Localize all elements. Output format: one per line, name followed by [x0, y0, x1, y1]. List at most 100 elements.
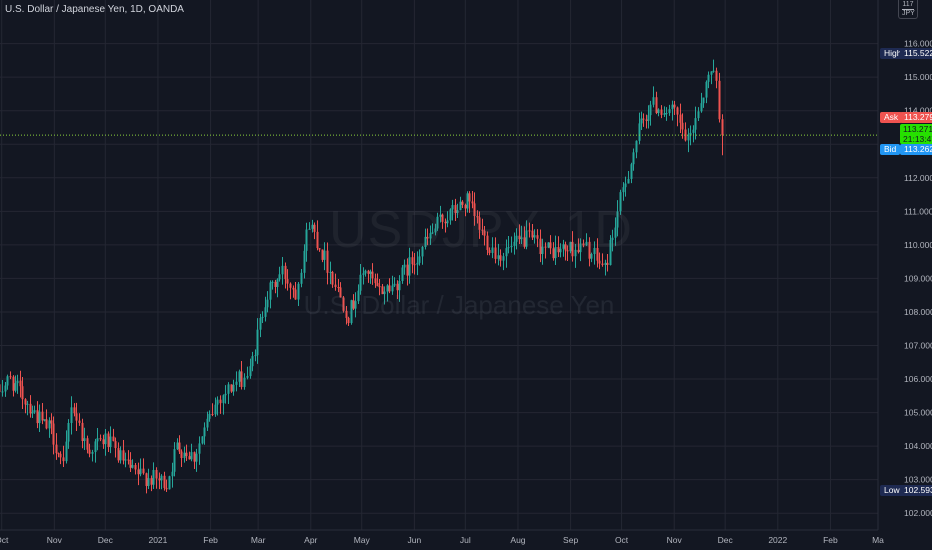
candle-body: [198, 443, 201, 454]
time-tick-label: Oct: [0, 535, 9, 545]
candle-body: [624, 183, 627, 188]
candle-body: [147, 478, 150, 486]
candle-body: [185, 452, 188, 457]
candle-body: [14, 383, 17, 391]
candle-body: [222, 395, 225, 404]
bid-label-tag: Bid: [880, 144, 901, 155]
price-tick-label: 115.000: [904, 72, 932, 82]
candle-body: [313, 224, 316, 232]
candle-body: [9, 376, 12, 378]
candle-body: [488, 249, 491, 253]
candle-body: [630, 164, 633, 179]
candle-body: [692, 129, 695, 133]
time-tick-label: Feb: [823, 535, 838, 545]
candle-body: [391, 285, 394, 292]
price-tick-label: 105.000: [904, 408, 932, 418]
candle-body: [289, 283, 292, 288]
candle-body: [107, 433, 110, 448]
candle-body: [117, 448, 120, 461]
candle-body: [4, 385, 7, 392]
candle-body: [444, 221, 447, 224]
candle-body: [712, 70, 715, 72]
candle-body: [62, 457, 65, 462]
candle-body: [657, 109, 660, 113]
candle-body: [459, 201, 462, 211]
candle-body: [466, 193, 469, 209]
price-axis[interactable]: 102.000 103.000 104.000 105.000 106.000 107.0…: [904, 39, 932, 519]
candle-body: [408, 257, 411, 276]
currency-unit-badge[interactable]: 117 JPY: [898, 0, 918, 19]
candle-body: [523, 237, 526, 247]
time-tick-label: Jun: [408, 535, 422, 545]
candle-body: [588, 241, 591, 259]
candle-body: [497, 255, 500, 259]
candle-body: [206, 418, 209, 428]
candle-body: [201, 436, 204, 444]
candle-body: [507, 247, 510, 249]
candle-body: [168, 476, 171, 490]
time-tick-label: Oct: [615, 535, 629, 545]
candle-body: [710, 71, 713, 75]
candle-body: [347, 317, 350, 324]
candle-body: [318, 248, 321, 250]
bar-countdown: 21:13:47: [903, 134, 932, 144]
time-tick-label: Apr: [304, 535, 317, 545]
candle-body: [403, 264, 406, 268]
candle-body: [109, 436, 112, 448]
time-tick-label: 2021: [148, 535, 167, 545]
candle-body: [331, 271, 334, 285]
candle-body: [112, 436, 115, 442]
candle-body: [554, 246, 557, 259]
candle-body: [281, 265, 284, 275]
ask-label-tag: Ask: [880, 112, 903, 123]
candle-body: [266, 299, 269, 308]
candle-body: [401, 267, 404, 281]
candle-body: [155, 469, 158, 479]
candle-body: [439, 214, 442, 217]
time-tick-label: Nov: [667, 535, 683, 545]
candle-body: [352, 300, 355, 309]
candle-body: [163, 475, 166, 488]
candle-body: [190, 452, 193, 460]
candle-body: [16, 380, 19, 384]
candle-body: [180, 451, 183, 458]
candle-body: [502, 256, 505, 261]
candle-body: [416, 262, 419, 265]
candle-body: [557, 246, 560, 253]
candle-body: [614, 227, 617, 238]
price-tick-label: 110.000: [904, 240, 932, 250]
candle-body: [104, 433, 107, 445]
candle-body: [294, 289, 297, 300]
candle-body: [374, 278, 377, 284]
price-tick-label: 106.000: [904, 374, 932, 384]
candle-body: [240, 371, 243, 387]
candle-body: [536, 235, 539, 239]
candle-body: [491, 247, 494, 253]
candle-body: [671, 104, 674, 110]
candle-body: [188, 456, 191, 460]
candle-body: [321, 249, 324, 260]
candle-body: [715, 70, 718, 81]
candle-body: [367, 270, 370, 274]
candle-body: [571, 241, 574, 257]
candle-body: [478, 217, 481, 230]
candle-body: [431, 232, 434, 234]
candle-body: [449, 209, 452, 221]
candle-body: [525, 230, 528, 247]
low-label-tag: Low: [880, 485, 904, 496]
candle-body: [660, 109, 663, 115]
candle-body: [499, 255, 502, 261]
price-tick-label: 109.000: [904, 273, 932, 283]
watermark-description: U.S. Dollar / Japanese Yen: [303, 290, 615, 320]
candle-body: [86, 438, 89, 450]
candle-body: [364, 270, 367, 274]
candle-body: [43, 419, 46, 421]
candle-body: [303, 250, 306, 273]
candle-body: [24, 399, 27, 405]
candle-body: [562, 244, 565, 249]
candle-body: [645, 119, 648, 121]
candle-body: [271, 281, 274, 283]
time-axis[interactable]: Oct Nov Dec 2021 Feb Mar Apr May Jun Jul Aug Sep Oct…: [0, 535, 884, 545]
candle-body: [114, 441, 117, 449]
